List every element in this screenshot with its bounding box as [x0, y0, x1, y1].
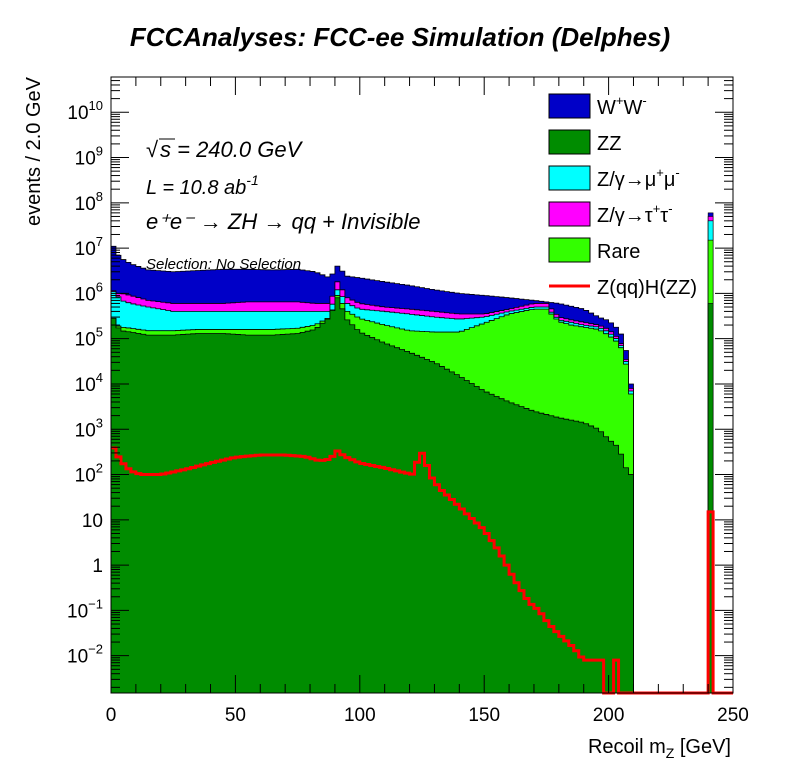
y-tick-label: 109 — [75, 144, 103, 170]
signal-line — [111, 446, 733, 695]
x-tick-label: 100 — [344, 705, 376, 726]
x-axis-label-main: Recoil m — [588, 736, 666, 758]
lumi-text: L = 10.8 ab — [146, 177, 246, 199]
legend-swatch-zgmumu — [548, 165, 591, 191]
x-axis-label: Recoil mZ [GeV] — [588, 736, 731, 761]
y-axis-label: events / 2.0 GeV — [23, 76, 45, 226]
legend-swatch-ww — [548, 93, 591, 119]
plot-frame — [110, 76, 734, 694]
axes-layer: 0 50 100 150 200 250 1010 109 108 107 106 105 104 103… — [67, 76, 749, 726]
y-tick-label: 104 — [75, 370, 103, 396]
legend-label-ww: W+W- — [597, 93, 647, 119]
x-axis-label-unit: [GeV] — [674, 736, 731, 758]
legend-label-zgmumu: Z/γ→μ+μ- — [597, 165, 680, 191]
x-tick-label: 200 — [593, 705, 625, 726]
x-tick-label: 250 — [717, 705, 749, 726]
histogram-layer — [110, 212, 714, 694]
stack-zz — [110, 297, 634, 694]
x-tick-label: 0 — [106, 705, 117, 726]
legend-swatch-zgtautau — [548, 201, 591, 227]
legend-swatch-rare — [548, 237, 591, 263]
y-tick-label: 10−2 — [67, 642, 103, 668]
x-axis-label-sub: Z — [666, 745, 675, 761]
selection-annotation: Selection: No Selection — [146, 256, 301, 273]
legend-swatch-zz — [548, 129, 591, 155]
y-tick-label: 106 — [75, 279, 103, 305]
chart-title: FCCAnalyses: FCC-ee Simulation (Delphes) — [130, 22, 670, 52]
legend: W+W- ZZ Z/γ→μ+μ- Z/γ→τ+τ- Rare Z(qq)H(ZZ) — [548, 93, 697, 299]
legend-label-signal: Z(qq)H(ZZ) — [597, 277, 697, 299]
sqrt-s-annotation: √ s = 240.0 GeV — [146, 137, 304, 162]
lumi-exponent: -1 — [246, 172, 258, 188]
signal-layer — [111, 446, 733, 695]
y-tick-label: 10−1 — [67, 596, 103, 622]
y-tick-label: 103 — [75, 415, 103, 441]
y-tick-label: 102 — [75, 461, 103, 487]
x-tick-label: 50 — [225, 705, 246, 726]
y-tick-label: 10 — [82, 511, 103, 532]
y-tick-label: 107 — [75, 234, 103, 260]
lumi-annotation: L = 10.8 ab-1 — [146, 172, 259, 199]
legend-label-zz: ZZ — [597, 133, 621, 155]
sqrt-s-text: s = 240.0 GeV — [160, 137, 304, 162]
legend-label-zgtautau: Z/γ→τ+τ- — [597, 201, 673, 227]
y-tick-label: 1010 — [67, 98, 103, 124]
y-tick-label: 105 — [75, 325, 103, 351]
legend-label-rare: Rare — [597, 241, 640, 263]
y-tick-label: 108 — [75, 189, 103, 215]
process-annotation: e⁺e⁻ → ZH → qq + Invisible — [146, 209, 421, 234]
svg-text:√: √ — [146, 137, 159, 162]
y-tick-label: 1 — [92, 556, 103, 577]
x-tick-label: 150 — [468, 705, 500, 726]
